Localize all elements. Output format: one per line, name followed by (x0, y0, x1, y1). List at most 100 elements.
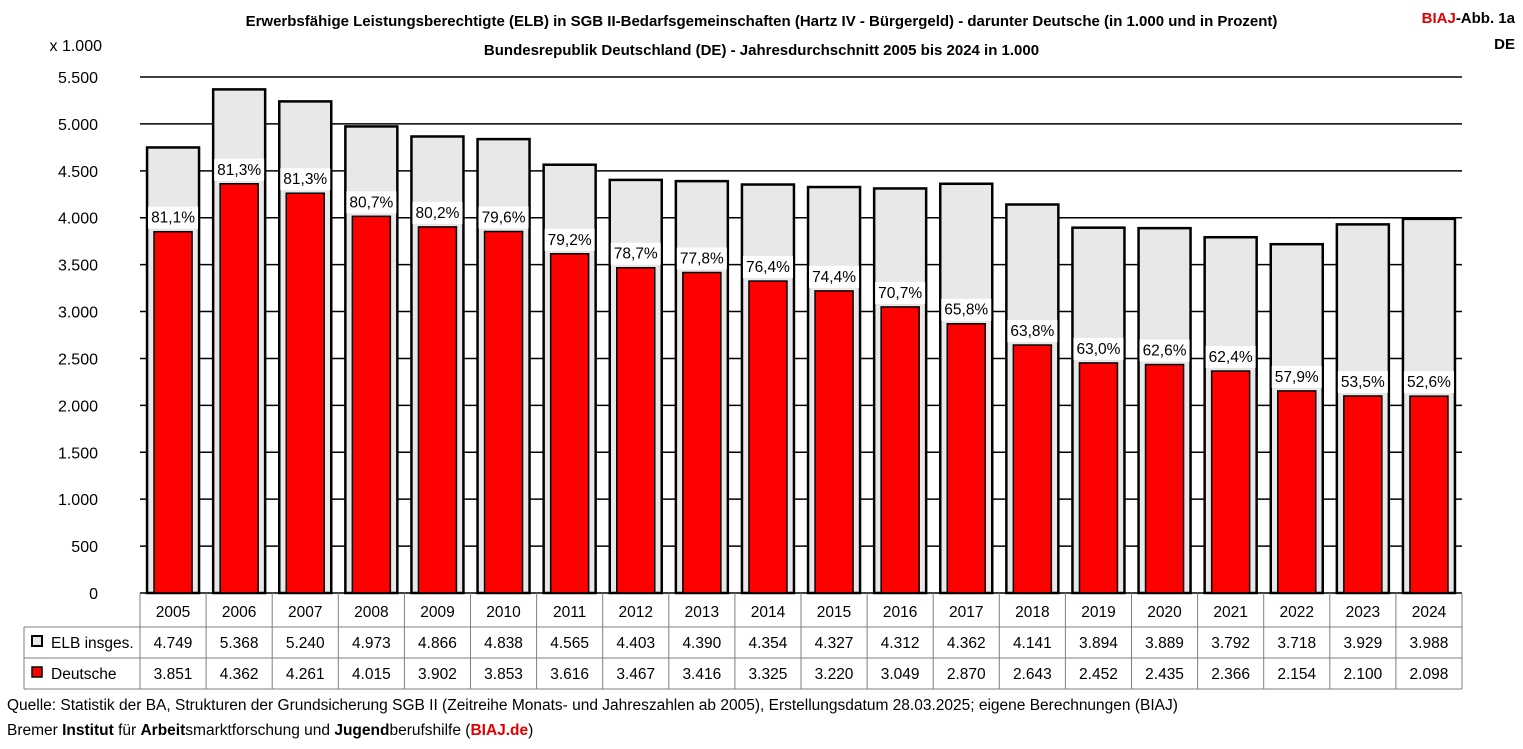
y-tick-label: 1.000 (58, 492, 98, 509)
percent-label-bg (544, 228, 595, 251)
deutsche-bar (1144, 363, 1185, 594)
percent-label-bg (676, 247, 727, 270)
y-tick-label: 3.500 (58, 258, 98, 275)
percent-label-bg (214, 158, 265, 181)
deutsche-value-cell: 2.435 (1145, 666, 1184, 683)
y-tick-label: 0 (89, 586, 98, 603)
elb-value-cell: 4.312 (881, 635, 920, 652)
percent-label-bg (610, 242, 661, 265)
deutsche-value-cell: 3.851 (154, 666, 193, 683)
y-tick-label: 5.000 (58, 117, 98, 134)
deutsche-value-cell: 2.870 (947, 666, 986, 683)
x-tick-label: 2006 (222, 604, 256, 621)
deutsche-bar (814, 290, 854, 594)
deutsche-bar (1210, 370, 1251, 594)
chart-subtitle: Bundesrepublik Deutschland (DE) - Jahres… (483, 42, 1040, 59)
deutsche-value-cell: 2.643 (1013, 666, 1052, 683)
x-tick-label: 2019 (1081, 604, 1115, 621)
x-tick-label: 2011 (553, 604, 586, 621)
percent-label: 79,2% (548, 232, 592, 249)
legend-key-elb (31, 635, 43, 647)
deutsche-bar (417, 226, 458, 594)
badge-suffix: -Abb. 1a (1455, 10, 1515, 27)
x-tick-label: 2017 (949, 604, 983, 621)
elb-value-cell: 4.141 (1013, 635, 1052, 652)
percent-label-bg (742, 256, 793, 279)
source-note: Quelle: Statistik der BA, Strukturen der… (7, 697, 1178, 714)
deutsche-bar (748, 280, 788, 594)
percent-label: 81,3% (283, 171, 327, 188)
x-tick-label: 2018 (1015, 604, 1049, 621)
organization-name: Bremer Institut für Arbeitsmarktforschun… (7, 722, 470, 739)
deutsche-value-cell: 3.902 (418, 666, 457, 683)
percent-label-bg (809, 265, 860, 288)
elb-value-cell: 3.889 (1145, 635, 1184, 652)
organization-name-part: Arbeit (140, 722, 186, 739)
deutsche-bar (351, 215, 392, 594)
percent-label-bg (148, 206, 199, 229)
percent-label: 78,7% (614, 246, 658, 263)
percent-label: 80,2% (415, 205, 459, 222)
organization-name-part: Bremer (7, 722, 63, 739)
percent-label-bg (1139, 339, 1190, 362)
chart-title: Erwerbsfähige Leistungsberechtigte (ELB)… (245, 13, 1278, 30)
percent-label-bg (412, 201, 463, 224)
organization-name-part: smarktforschung und (185, 722, 335, 739)
x-tick-label: 2013 (685, 604, 719, 621)
x-tick-label: 2007 (288, 604, 322, 621)
x-tick-label: 2021 (1213, 604, 1247, 621)
y-tick-label: 500 (71, 539, 98, 556)
elb-value-cell: 4.327 (815, 635, 854, 652)
elb-value-cell: 4.403 (616, 635, 655, 652)
deutsche-value-cell: 3.220 (815, 666, 854, 683)
percent-label: 81,1% (151, 210, 195, 227)
elb-value-cell: 4.838 (484, 635, 523, 652)
percent-label-bg (875, 281, 926, 304)
x-tick-label: 2014 (751, 604, 786, 621)
legend-key-deutsche (31, 666, 43, 678)
badge-region: DE (1494, 36, 1515, 53)
percent-label: 63,0% (1076, 341, 1120, 358)
deutsche-bar (153, 230, 193, 594)
percent-label: 53,5% (1341, 374, 1385, 391)
elb-value-cell: 3.718 (1277, 635, 1316, 652)
organization-name-part: für (113, 722, 141, 739)
deutsche-bar (1078, 362, 1119, 594)
deutsche-value-cell: 2.154 (1277, 666, 1316, 683)
elb-value-cell: 5.368 (220, 635, 259, 652)
percent-label-bg (346, 191, 397, 214)
percent-label-bg (478, 206, 529, 229)
y-tick-label: 1.500 (58, 445, 98, 462)
organization-name-part: Institut (62, 722, 114, 739)
percent-label: 81,3% (217, 162, 261, 179)
elb-value-cell: 5.240 (286, 635, 325, 652)
percent-label: 77,8% (680, 251, 724, 268)
percent-label: 76,4% (746, 259, 790, 276)
percent-label: 62,6% (1143, 343, 1187, 360)
deutsche-bar (880, 306, 920, 594)
percent-label: 74,4% (812, 269, 856, 286)
legend-label-deutsche: Deutsche (51, 666, 116, 683)
percent-label-bg (1205, 346, 1256, 369)
percent-label-bg (941, 298, 992, 321)
percent-label: 57,9% (1275, 369, 1319, 386)
elb-value-cell: 4.749 (154, 635, 193, 652)
deutsche-value-cell: 4.261 (286, 666, 325, 683)
percent-label-bg (1073, 337, 1124, 360)
figure-badge: BIAJ-Abb. 1a (1422, 10, 1515, 27)
deutsche-value-cell: 2.452 (1079, 666, 1118, 683)
percent-label: 79,6% (482, 210, 526, 227)
organization-link[interactable]: BIAJ.de (470, 722, 529, 739)
deutsche-bar (483, 230, 524, 594)
x-tick-label: 2024 (1412, 604, 1447, 621)
x-tick-label: 2005 (156, 604, 190, 621)
elb-value-cell: 3.792 (1211, 635, 1250, 652)
elb-value-cell: 3.929 (1343, 635, 1382, 652)
organization-name-part: berufshilfe ( (389, 722, 471, 739)
y-tick-label: 3.000 (58, 305, 98, 322)
elb-value-cell: 4.565 (550, 635, 589, 652)
y-tick-label: 2.500 (58, 351, 98, 368)
percent-label: 65,8% (944, 302, 988, 319)
percent-label: 70,7% (878, 285, 922, 302)
